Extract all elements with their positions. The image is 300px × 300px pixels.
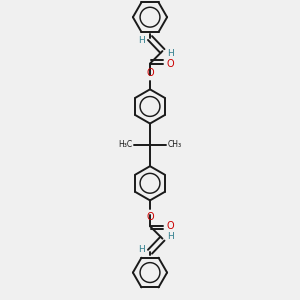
Text: CH₃: CH₃: [168, 140, 182, 149]
Text: H: H: [138, 36, 145, 45]
Text: O: O: [146, 68, 154, 78]
Text: H₃C: H₃C: [118, 140, 132, 149]
Text: O: O: [166, 221, 174, 231]
Text: H: H: [138, 245, 145, 254]
Text: O: O: [166, 58, 174, 68]
Text: H: H: [167, 232, 174, 241]
Text: O: O: [146, 212, 154, 222]
Text: H: H: [167, 49, 174, 58]
